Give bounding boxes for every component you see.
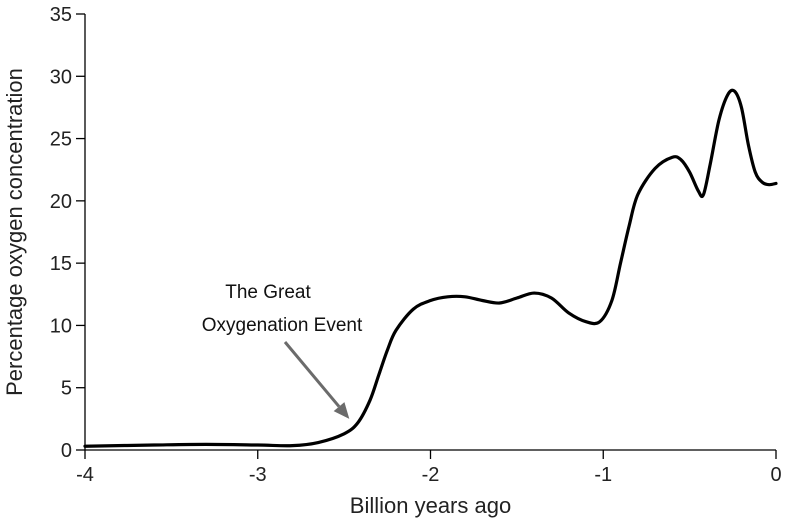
annotation-text-line-1: The Great (225, 282, 311, 303)
x-tick-label: -1 (594, 464, 612, 486)
x-tick-label: -3 (249, 464, 267, 486)
x-tick-label: 0 (770, 464, 781, 486)
x-axis: -4 -3 -2 -1 0 (76, 449, 782, 486)
x-tick-label: -4 (76, 464, 94, 486)
y-axis-title: Percentage oxygen concentration (2, 68, 27, 396)
y-ticks: 0 5 10 15 20 25 30 35 (50, 4, 85, 462)
y-tick-label: 5 (61, 378, 72, 400)
y-tick-label: 10 (50, 315, 72, 337)
y-axis: 0 5 10 15 20 25 30 35 (50, 4, 86, 462)
y-tick-label: 25 (50, 129, 72, 151)
annotation-arrow-line (283, 341, 341, 408)
x-tick-label: -2 (422, 464, 440, 486)
y-tick-label: 0 (61, 440, 72, 462)
annotation-text-line-2: Oxygenation Event (202, 315, 363, 336)
y-tick-label: 30 (50, 66, 72, 88)
annotation-arrow-head (333, 402, 350, 419)
great-oxygenation-event-annotation: The Great Oxygenation Event (202, 282, 363, 419)
oxygen-series-line (83, 88, 778, 448)
y-tick-label: 15 (50, 253, 72, 275)
x-ticks: -4 -3 -2 -1 0 (76, 450, 782, 486)
x-axis-title: Billion years ago (350, 493, 511, 518)
y-tick-label: 35 (50, 4, 72, 26)
y-tick-label: 20 (50, 191, 72, 213)
